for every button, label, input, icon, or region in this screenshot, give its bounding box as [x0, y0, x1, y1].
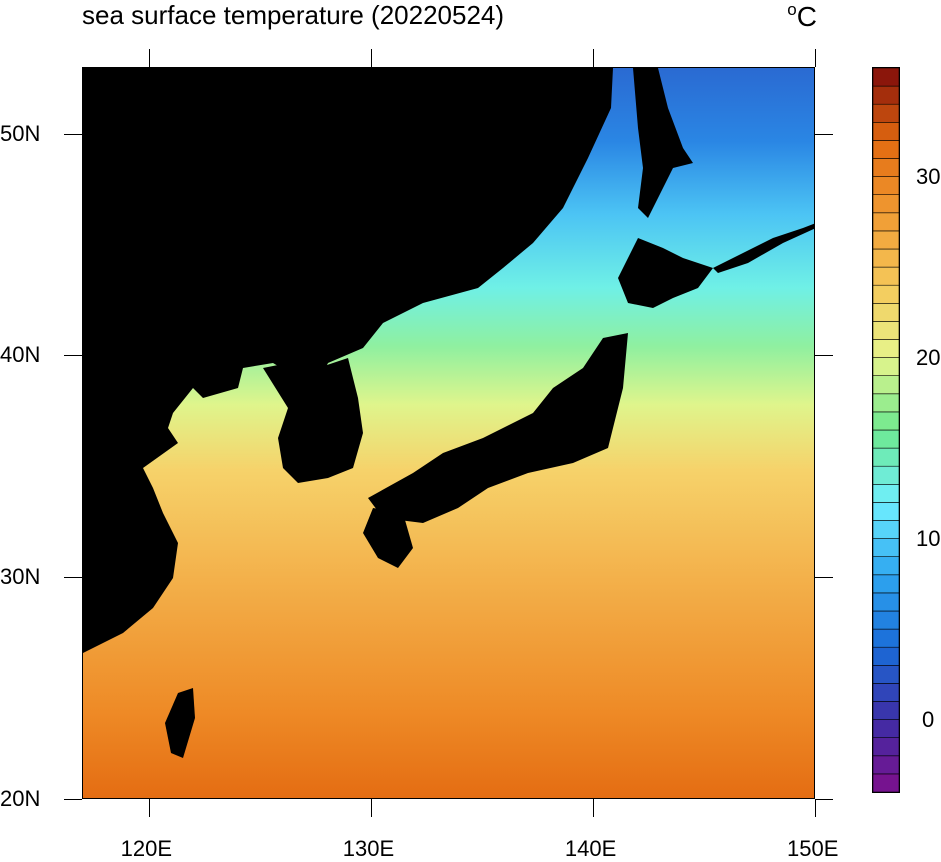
colorbar-swatch	[873, 701, 899, 720]
x-tick-mark	[815, 49, 816, 67]
y-tick-mark	[64, 355, 82, 357]
colorbar-swatch	[873, 176, 899, 195]
colorbar	[872, 67, 900, 793]
y-tick-mark	[64, 577, 82, 579]
x-tick-mark	[592, 799, 594, 817]
degree-symbol: o	[787, 0, 797, 19]
land-kuril-islands	[713, 223, 814, 273]
colorbar-swatch	[873, 121, 899, 141]
colorbar-swatch	[873, 248, 899, 268]
x-tick-mark	[148, 799, 150, 817]
colorbar-swatch	[873, 140, 899, 159]
land-japan-main	[368, 333, 628, 523]
land-kyushu	[363, 508, 413, 568]
y-tick-label: 50N	[0, 120, 41, 146]
colorbar-swatch	[873, 538, 899, 558]
colorbar-swatch	[873, 68, 899, 87]
colorbar-swatch	[873, 773, 899, 792]
colorbar-swatch	[873, 194, 899, 214]
land-hokkaido	[618, 238, 713, 308]
x-tick-mark	[815, 799, 816, 817]
colorbar-swatch	[873, 755, 899, 775]
colorbar-swatch	[873, 628, 899, 648]
colorbar-swatch	[873, 303, 899, 322]
colorbar-swatch	[873, 339, 899, 358]
x-tick-label: 150E	[787, 836, 839, 861]
y-tick-mark	[815, 799, 833, 800]
colorbar-swatch	[873, 683, 899, 702]
x-tick-label: 120E	[120, 836, 173, 861]
x-tick-label: 130E	[342, 836, 395, 861]
colorbar-swatch	[873, 321, 899, 340]
colorbar-tick-label: 10	[916, 525, 941, 551]
map-title: sea surface temperature (20220524)	[82, 0, 505, 30]
colorbar-swatch	[873, 411, 899, 431]
colorbar-swatch	[873, 592, 899, 612]
colorbar-swatch	[873, 610, 899, 630]
colorbar-swatch	[873, 230, 899, 250]
x-tick-label: 140E	[564, 836, 617, 861]
colorbar-swatch	[873, 556, 899, 576]
unit-label: oC	[787, 0, 817, 33]
colorbar-swatch	[873, 85, 899, 105]
colorbar-swatch	[873, 357, 899, 377]
colorbar-swatch	[873, 483, 899, 503]
x-tick-mark	[370, 799, 372, 817]
colorbar-tick-label: 20	[916, 344, 941, 370]
colorbar-tick-label: 30	[916, 163, 941, 189]
colorbar-swatch	[873, 502, 899, 521]
y-tick-label: 20N	[0, 786, 41, 811]
x-tick-mark	[370, 49, 372, 67]
colorbar-swatch	[873, 429, 899, 449]
sst-field	[83, 68, 814, 798]
y-tick-mark	[64, 799, 82, 800]
y-tick-mark	[815, 133, 833, 135]
colorbar-swatch	[873, 646, 899, 666]
colorbar-swatch	[873, 664, 899, 684]
colorbar-swatch	[873, 158, 899, 177]
y-tick-mark	[815, 355, 833, 357]
y-tick-label: 30N	[0, 564, 41, 590]
land-sakhalin	[633, 68, 693, 218]
x-tick-mark	[592, 49, 594, 67]
colorbar-swatch	[873, 212, 899, 232]
colorbar-swatches	[873, 68, 899, 792]
unit-text: C	[796, 1, 817, 32]
sst-map	[82, 67, 815, 799]
colorbar-swatch	[873, 266, 899, 286]
colorbar-swatch	[873, 719, 899, 738]
colorbar-swatch	[873, 284, 899, 304]
colorbar-swatch	[873, 520, 899, 539]
x-tick-mark	[148, 49, 150, 67]
land-korea	[263, 358, 363, 483]
colorbar-swatch	[873, 737, 899, 757]
land-taiwan	[165, 688, 195, 758]
colorbar-swatch	[873, 375, 899, 395]
colorbar-swatch	[873, 393, 899, 413]
colorbar-swatch	[873, 574, 899, 594]
colorbar-swatch	[873, 465, 899, 485]
colorbar-swatch	[873, 103, 899, 123]
y-tick-mark	[815, 577, 833, 579]
y-tick-mark	[64, 133, 82, 135]
land-mainland-asia	[83, 68, 613, 653]
y-tick-label: 40N	[0, 342, 41, 368]
colorbar-tick-label: 0	[922, 706, 935, 732]
colorbar-swatch	[873, 447, 899, 467]
